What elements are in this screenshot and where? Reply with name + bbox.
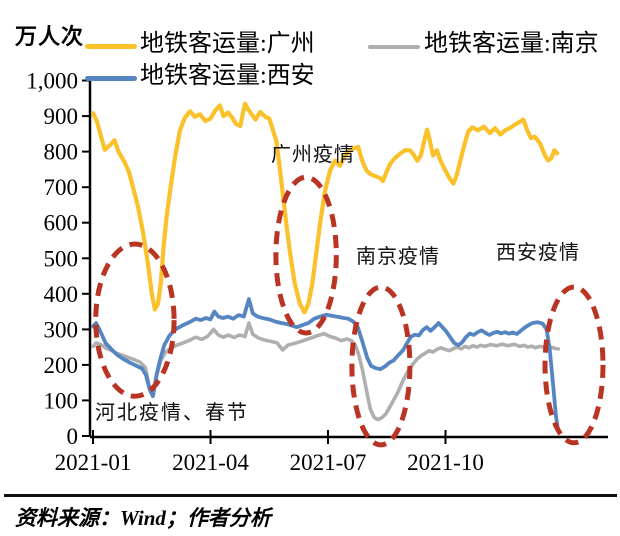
legend-label-xian: 地铁客运量:西安	[140, 63, 315, 89]
highlight-xian-outbreak	[542, 284, 606, 446]
y-tick-label: 400	[44, 282, 79, 307]
legend-line-nanjing	[368, 45, 420, 49]
legend-line-xian	[85, 76, 137, 81]
annotation-hebei-spring-festival: 河北疫情、春节	[95, 402, 249, 424]
footer-divider	[4, 494, 617, 497]
x-tick-label: 2021-04	[172, 450, 249, 475]
metro-ridership-chart: 0 100 200 300 400 500 600 700 800 900 1,000 2021-01…	[26, 69, 608, 475]
annotation-nanjing-outbreak: 南京疫情	[356, 246, 440, 268]
x-tick-label: 2021-01	[55, 450, 132, 475]
y-tick-label: 700	[44, 175, 79, 200]
source-note: 资料来源：Wind；作者分析	[15, 506, 271, 530]
legend-label-guangzhou: 地铁客运量:广州	[140, 31, 315, 57]
highlight-hebei-spring-festival	[93, 241, 177, 399]
annotation-xian-outbreak: 西安疫情	[496, 242, 580, 264]
highlight-nanjing-outbreak	[349, 284, 413, 448]
y-axis-unit-label: 万人次	[15, 24, 85, 49]
series-guangzhou	[90, 101, 560, 315]
x-tick-label: 2021-10	[407, 450, 484, 475]
y-tick-label: 900	[44, 104, 79, 129]
y-tick-label: 800	[44, 140, 79, 165]
x-tick-label: 2021-07	[290, 450, 367, 475]
y-tick-label: 1,000	[26, 69, 78, 94]
highlight-guangzhou-outbreak	[273, 174, 339, 336]
annotation-guangzhou-outbreak: 广州疫情	[271, 144, 355, 166]
y-tick-label: 500	[44, 246, 79, 271]
y-tick-label: 200	[44, 353, 79, 378]
y-tick-label: 0	[67, 424, 79, 449]
legend-label-nanjing: 地铁客运量:南京	[424, 31, 599, 57]
legend-line-guangzhou	[85, 44, 137, 49]
y-tick-label: 100	[44, 388, 79, 413]
y-tick-label: 600	[44, 211, 79, 236]
y-tick-label: 300	[44, 317, 79, 342]
